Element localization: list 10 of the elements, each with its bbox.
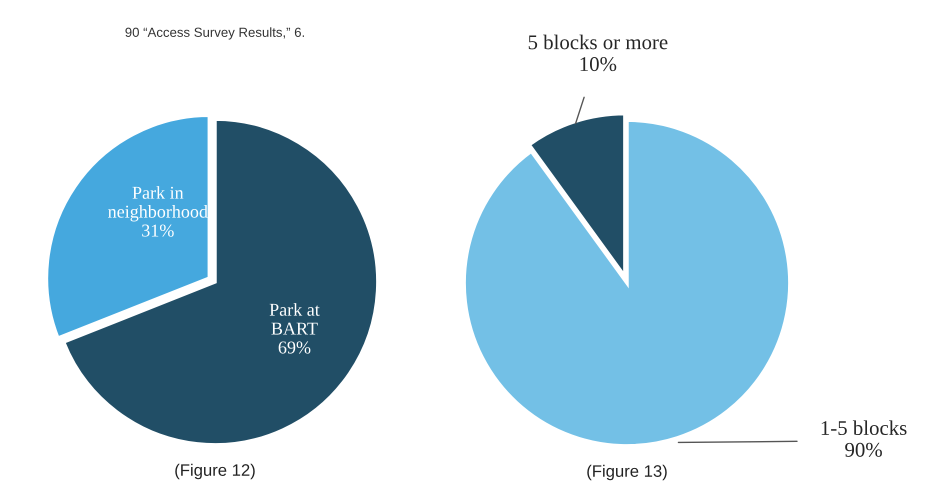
text: 90 “Access Survey Results,” 6. (125, 27, 304, 40)
text: (Figure 13) (587, 464, 667, 480)
data-label: 10% (580, 57, 616, 72)
slice-label: 1-5 blocks (822, 420, 907, 436)
data-label: 31% (142, 224, 174, 237)
slice-label: 5 blocks or more (528, 34, 668, 50)
slice-label: Park at BART (270, 303, 320, 335)
text: (Figure 12) (175, 464, 255, 480)
data-label: 69% (278, 341, 310, 354)
data-label: 90% (845, 442, 882, 457)
